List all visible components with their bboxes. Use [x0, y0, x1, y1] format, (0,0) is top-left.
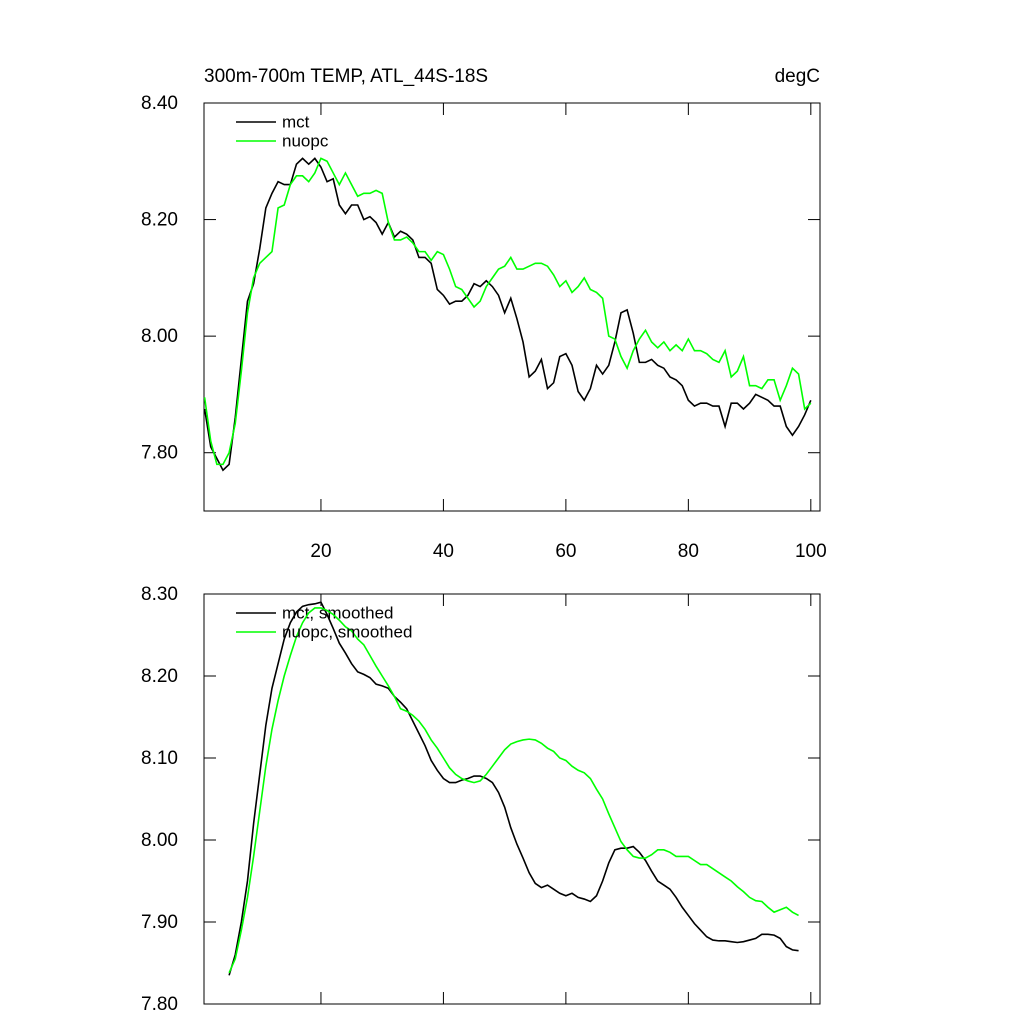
y-tick-label: 8.40	[141, 93, 178, 114]
x-tick-label: 40	[433, 541, 454, 562]
y-tick-label: 8.30	[141, 584, 178, 605]
y-tick-label: 8.00	[141, 830, 178, 851]
x-tick-label: 100	[795, 541, 827, 562]
plot-frame	[203, 593, 821, 1005]
x-tick-label: 60	[555, 541, 576, 562]
y-tick-label: 8.10	[141, 748, 178, 769]
data-line	[228, 607, 799, 974]
data-line	[203, 157, 812, 466]
x-tick-label: 80	[678, 541, 699, 562]
y-tick-label: 8.20	[141, 210, 178, 231]
units-label: degC	[775, 66, 820, 87]
legend-label: nuopc	[282, 131, 329, 150]
x-tick-label: 20	[310, 541, 331, 562]
y-tick-label: 8.00	[141, 326, 178, 347]
y-tick-label: 7.90	[141, 912, 178, 933]
data-line	[228, 601, 799, 976]
y-tick-label: 7.80	[141, 994, 178, 1015]
y-tick-label: 7.80	[141, 443, 178, 464]
legend-label: mct	[282, 112, 310, 131]
data-line	[203, 157, 812, 472]
plot-frame	[203, 102, 821, 512]
chart-title: 300m-700m TEMP, ATL_44S-18S	[204, 66, 488, 87]
legend-label: nuopc, smoothed	[282, 622, 412, 641]
legend-label: mct, smoothed	[282, 603, 394, 622]
y-tick-label: 8.20	[141, 666, 178, 687]
